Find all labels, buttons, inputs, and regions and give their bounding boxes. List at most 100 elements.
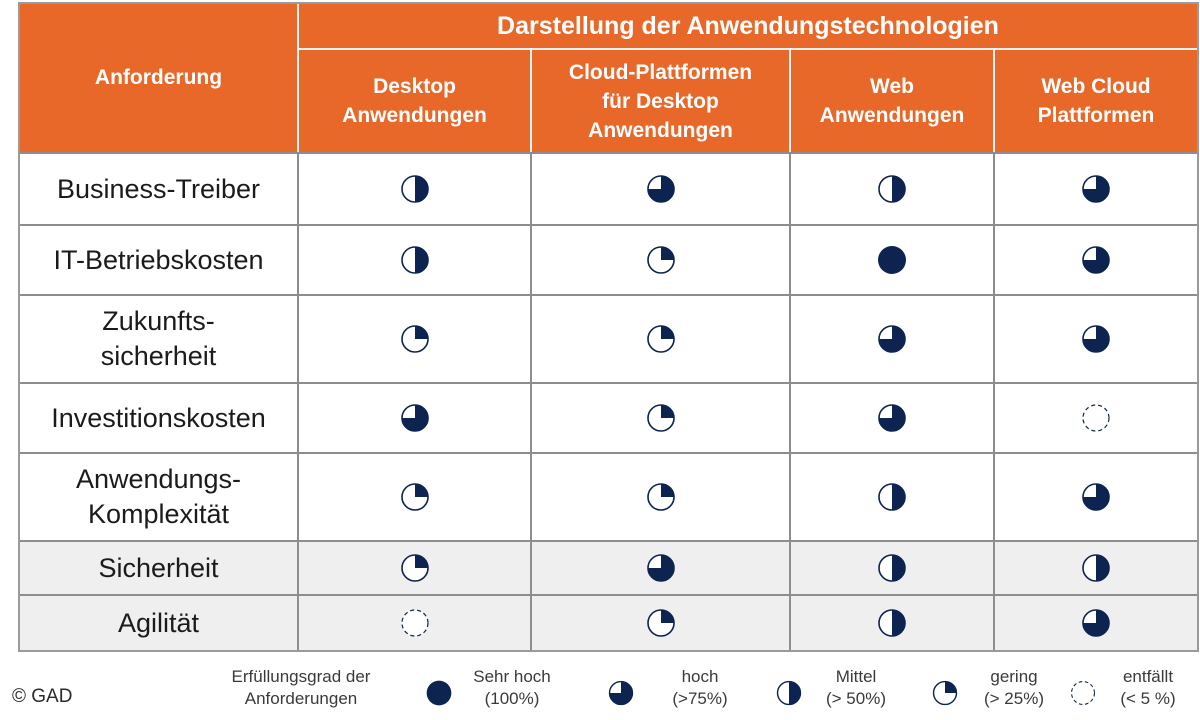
- harvey-ball-icon: [1082, 609, 1110, 637]
- harvey-ball-icon: [400, 554, 429, 582]
- harvey-ball-icon: [646, 175, 675, 203]
- legend-item-value: (> 50%): [826, 689, 886, 708]
- harvey-ball-icon: [878, 325, 906, 353]
- harvey-ball-icon: [400, 325, 429, 353]
- row-label-investitionskosten: Investitionskosten: [20, 382, 297, 452]
- requirement-header-label: Anforderung: [94, 66, 223, 89]
- rating-cell: [297, 452, 530, 540]
- row-label-text: Zukunfts-: [102, 306, 215, 336]
- row-label-agilitaet: Agilität: [20, 594, 297, 650]
- harvey-ball-icon: [646, 554, 675, 582]
- rating-cell: [789, 152, 993, 224]
- rating-cell: [993, 540, 1197, 594]
- rating-cell: [530, 452, 789, 540]
- legend-item-label: entfällt: [1122, 667, 1174, 686]
- column-header-line: Cloud-Plattformen: [568, 60, 753, 84]
- rating-cell: [993, 294, 1197, 382]
- rating-cell: [297, 152, 530, 224]
- legend-item-label: Mittel: [835, 667, 877, 686]
- legend-title-line: Erfüllungsgrad der: [231, 667, 371, 686]
- harvey-ball-icon: [646, 483, 675, 511]
- row-label-it-betriebskosten: IT-Betriebskosten: [20, 224, 297, 294]
- harvey-ball-icon: [400, 404, 429, 432]
- legend-item-label: gering: [990, 667, 1038, 686]
- rating-cell: [530, 594, 789, 650]
- copyright: © GAD: [12, 686, 73, 707]
- row-label-text: Komplexität: [87, 499, 230, 529]
- rating-cell: [789, 540, 993, 594]
- rating-cell: [993, 452, 1197, 540]
- column-header-line: Plattformen: [1037, 104, 1155, 127]
- column-header-web: Web Anwendungen: [789, 50, 993, 152]
- legend-symbol-icon: [426, 680, 452, 706]
- rating-cell: [789, 382, 993, 452]
- harvey-ball-icon: [878, 404, 906, 432]
- rating-cell: [297, 294, 530, 382]
- legend-symbol-icon: [776, 680, 802, 706]
- harvey-ball-icon: [646, 404, 675, 432]
- harvey-ball-icon: [646, 246, 675, 274]
- legend-title: Erfüllungsgrad der Anforderungen: [212, 666, 390, 710]
- row-label-zukunftssicherheit: Zukunfts-sicherheit: [20, 294, 297, 382]
- harvey-ball-icon: [1082, 483, 1110, 511]
- column-header-cloud-desktop: Cloud-Plattformen für Desktop Anwendungen: [530, 50, 789, 152]
- legend-item-value: (< 5 %): [1120, 689, 1176, 708]
- column-header-desktop: Desktop Anwendungen: [297, 50, 530, 152]
- rating-cell: [530, 382, 789, 452]
- harvey-ball-icon: [878, 175, 906, 203]
- column-header-line: Anwendungen: [588, 118, 733, 142]
- harvey-ball-icon: [1082, 404, 1110, 432]
- row-label-sicherheit: Sicherheit: [20, 540, 297, 594]
- legend-item: hoch (>75%): [650, 666, 750, 710]
- row-label-text: IT-Betriebskosten: [53, 244, 264, 275]
- rating-cell: [530, 540, 789, 594]
- rating-cell: [297, 594, 530, 650]
- column-header-line: Anwendungen: [819, 104, 965, 127]
- harvey-ball-icon: [1082, 246, 1110, 274]
- legend-item: Sehr hoch (100%): [458, 666, 566, 710]
- rating-cell: [789, 294, 993, 382]
- column-header-line: für Desktop: [602, 89, 719, 113]
- harvey-ball-icon: [646, 325, 675, 353]
- legend-item-label: hoch: [681, 667, 719, 686]
- harvey-ball-icon: [878, 554, 906, 582]
- legend-item-value: (>75%): [672, 689, 728, 708]
- harvey-ball-icon: [400, 175, 429, 203]
- harvey-ball-icon: [400, 609, 429, 637]
- row-label-text: Investitionskosten: [51, 402, 266, 433]
- row-label-text: Business-Treiber: [56, 173, 261, 204]
- harvey-ball-icon: [878, 609, 906, 637]
- technology-table: Anforderung Darstellung der Anwendungste…: [18, 2, 1199, 652]
- rating-cell: [530, 294, 789, 382]
- table-title: Darstellung der Anwendungstechnologien: [297, 4, 1197, 50]
- legend-item-value: (100%): [484, 689, 540, 708]
- column-header-line: Web: [870, 75, 914, 98]
- harvey-ball-icon: [878, 483, 906, 511]
- column-header-line: Web Cloud: [1041, 75, 1151, 98]
- row-label-business-treiber: Business-Treiber: [20, 152, 297, 224]
- legend-item-value: (> 25%): [984, 689, 1044, 708]
- row-label-text: Anwendungs-: [75, 464, 242, 494]
- legend: Erfüllungsgrad der Anforderungen Sehr ho…: [0, 664, 1200, 720]
- harvey-ball-icon: [1082, 554, 1110, 582]
- rating-cell: [297, 540, 530, 594]
- legend-item: entfällt (< 5 %): [1102, 666, 1194, 710]
- table-title-text: Darstellung der Anwendungstechnologien: [497, 11, 999, 40]
- rating-cell: [789, 594, 993, 650]
- harvey-ball-icon: [878, 246, 906, 274]
- harvey-ball-icon: [400, 246, 429, 274]
- row-label-anwendungskomplexitaet: Anwendungs- Komplexität: [20, 452, 297, 540]
- column-header-line: Desktop: [373, 75, 456, 98]
- column-header-line: Anwendungen: [342, 104, 487, 127]
- legend-title-line: Anforderungen: [244, 689, 358, 708]
- row-label-text: Sicherheit: [98, 552, 219, 583]
- rating-cell: [993, 224, 1197, 294]
- legend-item: gering (> 25%): [964, 666, 1064, 710]
- harvey-ball-icon: [1082, 325, 1110, 353]
- legend-symbol-icon: [932, 680, 958, 706]
- legend-symbol-icon: [608, 680, 634, 706]
- row-label-text: sicherheit: [100, 341, 217, 371]
- legend-item-label: Sehr hoch: [473, 667, 551, 686]
- harvey-ball-icon: [646, 609, 675, 637]
- rating-cell: [297, 224, 530, 294]
